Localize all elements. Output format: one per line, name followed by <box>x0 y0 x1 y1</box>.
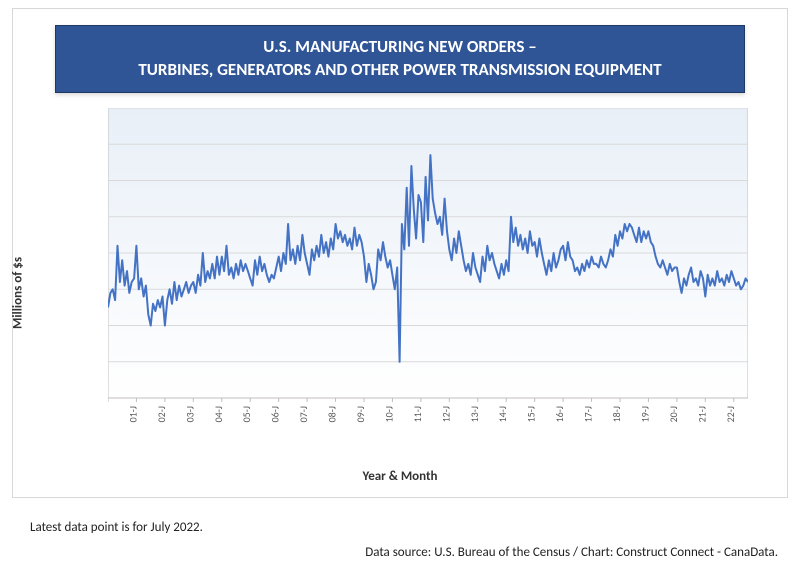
svg-text:03-J: 03-J <box>183 406 196 422</box>
svg-text:10-J: 10-J <box>382 406 395 422</box>
svg-text:11-J: 11-J <box>411 406 424 422</box>
chart-svg: $0$1,000$2,000$3,000$4,000$5,000$6,000$7… <box>108 108 748 448</box>
plot-area: $0$1,000$2,000$3,000$4,000$5,000$6,000$7… <box>108 108 748 408</box>
footnote-text: Latest data point is for July 2022. <box>30 520 203 535</box>
svg-text:20-J: 20-J <box>667 406 680 422</box>
svg-text:14-J: 14-J <box>496 406 509 422</box>
y-axis-label: Millions of $s <box>11 257 26 329</box>
svg-text:06-J: 06-J <box>269 406 282 422</box>
svg-text:07-J: 07-J <box>297 406 310 422</box>
source-text: Data source: U.S. Bureau of the Census /… <box>365 545 778 560</box>
svg-text:08-J: 08-J <box>326 406 339 422</box>
svg-text:02-J: 02-J <box>155 406 168 422</box>
title-line-1: U.S. MANUFACTURING NEW ORDERS – <box>263 36 536 57</box>
title-line-2: TURBINES, GENERATORS AND OTHER POWER TRA… <box>138 59 661 80</box>
svg-text:21-J: 21-J <box>695 406 708 422</box>
svg-text:15-J: 15-J <box>525 406 538 422</box>
svg-text:22-J: 22-J <box>724 406 737 422</box>
svg-text:13-J: 13-J <box>468 406 481 422</box>
svg-text:17-J: 17-J <box>582 406 595 422</box>
svg-text:18-J: 18-J <box>610 406 623 422</box>
svg-text:00-J: 00-J <box>108 406 111 422</box>
chart-container: Millions of $s $0$1,000$2,000$3,000$4,00… <box>30 108 770 478</box>
svg-text:09-J: 09-J <box>354 406 367 422</box>
svg-text:05-J: 05-J <box>240 406 253 422</box>
svg-text:04-J: 04-J <box>212 406 225 422</box>
svg-text:01-J: 01-J <box>126 406 139 422</box>
chart-title: U.S. MANUFACTURING NEW ORDERS – TURBINES… <box>55 25 745 93</box>
svg-text:12-J: 12-J <box>439 406 452 422</box>
svg-text:16-J: 16-J <box>553 406 566 422</box>
svg-text:19-J: 19-J <box>638 406 651 422</box>
x-axis-label: Year & Month <box>362 469 437 484</box>
